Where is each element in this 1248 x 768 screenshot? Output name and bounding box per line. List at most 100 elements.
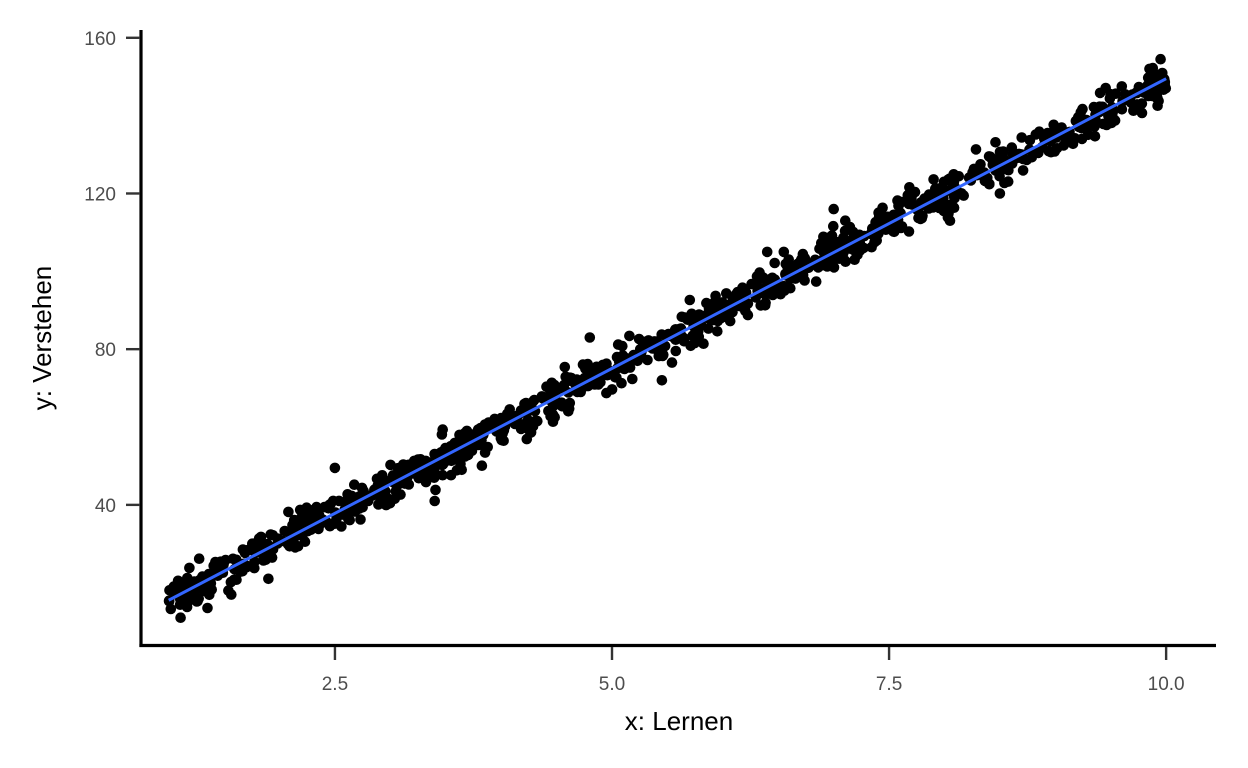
data-point <box>746 278 757 290</box>
y-tick-label: 120 <box>84 184 116 205</box>
y-axis-title: y: Verstehen <box>27 266 57 411</box>
data-point <box>685 340 696 352</box>
data-point <box>970 144 982 155</box>
data-point <box>888 209 899 221</box>
data-point <box>727 306 738 318</box>
data-point <box>249 556 260 568</box>
data-point <box>821 242 832 253</box>
data-point <box>181 601 193 613</box>
data-point <box>382 493 394 505</box>
data-point <box>799 275 810 286</box>
data-point <box>1076 133 1088 145</box>
data-point <box>612 339 624 350</box>
data-point <box>301 502 312 513</box>
data-point <box>1017 165 1029 176</box>
data-point <box>1136 107 1148 119</box>
data-point <box>782 281 794 292</box>
data-point <box>666 357 678 368</box>
data-point <box>769 257 780 269</box>
data-point <box>1155 53 1166 65</box>
data-point <box>379 475 391 486</box>
data-point <box>459 427 471 439</box>
data-point <box>1016 132 1027 143</box>
data-point <box>656 375 668 386</box>
data-point <box>790 273 801 284</box>
data-point <box>202 602 213 614</box>
data-point <box>597 359 609 371</box>
data-point <box>559 361 571 373</box>
data-point <box>400 478 412 489</box>
data-point <box>986 153 998 165</box>
data-point <box>948 202 960 213</box>
data-point <box>436 429 448 440</box>
data-point <box>953 171 965 182</box>
data-point <box>759 300 771 311</box>
data-point <box>228 574 240 586</box>
data-point <box>279 525 291 537</box>
x-tick-label: 5.0 <box>599 674 625 695</box>
data-point <box>906 192 917 204</box>
data-point <box>462 449 474 461</box>
data-point <box>476 460 488 472</box>
data-point <box>684 294 696 306</box>
data-point <box>1033 147 1044 159</box>
data-point <box>888 226 899 237</box>
x-tick-label: 2.5 <box>322 674 348 695</box>
data-point <box>783 254 794 265</box>
data-point <box>932 183 944 194</box>
data-point <box>821 259 832 271</box>
data-point <box>193 553 205 564</box>
data-point <box>990 137 1001 148</box>
data-point <box>944 173 955 184</box>
data-point <box>844 221 856 233</box>
data-point <box>1048 119 1059 131</box>
data-point <box>258 555 269 566</box>
data-point <box>767 272 778 284</box>
data-point <box>593 378 604 389</box>
data-point <box>580 363 591 375</box>
data-point <box>226 589 237 600</box>
data-points-group <box>163 53 1172 623</box>
data-point <box>928 174 939 185</box>
data-point <box>429 495 441 507</box>
data-point <box>1051 143 1063 154</box>
data-point <box>828 203 839 215</box>
data-point <box>810 276 822 287</box>
data-point <box>710 290 721 302</box>
data-point <box>549 379 560 391</box>
data-point <box>283 506 294 518</box>
data-point <box>775 288 786 300</box>
data-point <box>840 256 851 268</box>
data-point <box>1116 104 1128 115</box>
data-point <box>703 303 715 314</box>
data-point <box>869 236 880 248</box>
data-point <box>1034 126 1045 137</box>
data-point <box>175 612 186 623</box>
data-point <box>319 501 330 513</box>
data-point <box>437 469 448 481</box>
data-point <box>670 345 682 357</box>
data-point <box>1110 88 1122 99</box>
data-point <box>413 472 425 484</box>
data-point <box>828 220 839 232</box>
x-tick-label: 10.0 <box>1148 674 1185 695</box>
data-point <box>430 484 441 496</box>
data-point <box>761 246 773 258</box>
data-point <box>944 215 956 226</box>
data-point <box>250 538 261 549</box>
data-point <box>192 595 203 607</box>
data-point <box>994 188 1006 199</box>
data-point <box>1106 117 1117 129</box>
data-point <box>938 205 950 217</box>
data-point <box>893 200 904 211</box>
data-point <box>1116 81 1128 92</box>
data-point <box>1100 82 1111 94</box>
data-point <box>288 540 300 552</box>
data-point <box>703 323 714 334</box>
data-point <box>658 349 669 361</box>
axes-group <box>139 30 1216 648</box>
data-point <box>754 267 765 278</box>
data-point <box>198 585 210 597</box>
data-point <box>609 371 621 383</box>
